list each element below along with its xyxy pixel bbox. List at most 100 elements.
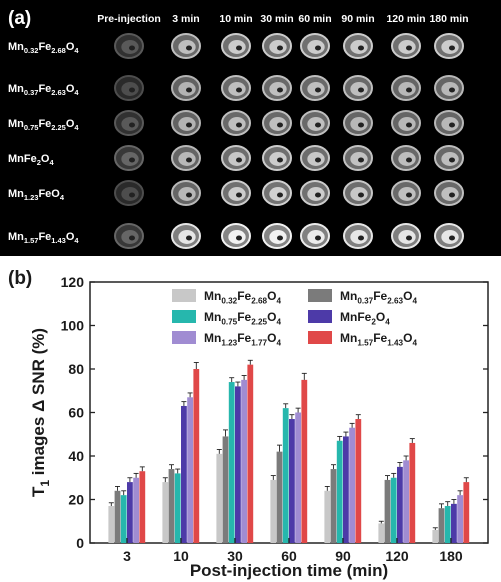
y-tick-label: 40 [68,448,84,464]
y-axis-label: T1 images Δ SNR (%) [29,328,52,497]
bar [438,508,445,543]
mri-scan [262,145,292,171]
y-tick-label: 100 [61,318,85,334]
row-label: Mn1.23FeO4 [8,188,65,202]
bar [330,469,337,543]
mri-scan [114,223,144,249]
mri-scan [171,75,201,101]
column-header: 30 min [260,13,293,25]
bar [397,466,403,543]
bar [270,479,277,543]
y-tick-label: 60 [68,405,84,421]
legend-swatch [172,289,196,302]
bar [181,405,187,543]
mri-scan [300,180,330,206]
mri-scan [391,33,421,59]
mri-scan [300,110,330,136]
bar [457,495,463,543]
legend-label: Mn0.32Fe2.68O4 [204,289,281,305]
legend-swatch [172,331,196,344]
mri-scan [114,110,144,136]
row-label: MnFe2O4 [8,153,54,167]
bar [162,482,169,543]
x-tick-label: 3 [123,548,131,564]
x-tick-label: 180 [439,548,463,564]
bar [174,473,181,543]
legend-label: Mn1.57Fe1.43O4 [340,331,417,347]
mri-scan [221,180,251,206]
bar [282,408,289,543]
bar [355,419,362,543]
mri-image-panel: (a) Pre-injection 3 min 10 min 30 min 60 min 9… [0,0,501,256]
mri-scan [343,33,373,59]
bar [133,477,139,543]
mri-scan [262,110,292,136]
mri-scan [391,145,421,171]
mri-scan [343,110,373,136]
bar [432,529,439,543]
mri-scan [434,145,464,171]
mri-grid: (a) Pre-injection 3 min 10 min 30 min 60 min 9… [8,8,469,249]
bar [295,412,301,543]
legend-swatch [308,331,332,344]
bar [384,479,391,543]
bar [378,523,385,543]
bar [289,419,295,543]
bar-chart-panel: (b) 0 20 40 60 80 100 120 T1 images Δ SNR (%) 3 10… [0,258,501,582]
bar [139,471,146,543]
bar [451,503,457,543]
column-header: 120 min [386,13,425,25]
mri-scan [343,145,373,171]
mri-scan [300,75,330,101]
mri-scan [434,110,464,136]
mri-scan [300,223,330,249]
bar [193,369,200,543]
mri-scan [300,145,330,171]
mri-scan [221,223,251,249]
mri-scan [343,223,373,249]
bar [444,506,451,543]
x-tick-label: 60 [281,548,297,564]
bar [235,386,241,543]
x-axis-label: Post-injection time (min) [190,561,388,580]
row-label: Mn1.57Fe1.43O4 [8,231,79,245]
bar [463,482,470,543]
column-header: Pre-injection [97,13,161,25]
row-label: Mn0.32Fe2.68O4 [8,41,79,55]
column-header: 3 min [172,13,199,25]
mri-scan [434,75,464,101]
mri-scan [171,110,201,136]
mri-scan [114,145,144,171]
column-header: 60 min [298,13,331,25]
mri-scan [171,180,201,206]
legend-label: Mn1.23Fe1.77O4 [204,331,281,347]
bar [114,490,121,543]
mri-scan [221,110,251,136]
legend-label: Mn0.75Fe2.25O4 [204,310,281,326]
mri-scan [221,33,251,59]
bar [168,469,175,543]
mri-scan [171,33,201,59]
bar [187,397,193,543]
mri-scan [343,75,373,101]
mri-scan [434,180,464,206]
bar [390,477,397,543]
column-header: 10 min [219,13,252,25]
mri-scan [114,75,144,101]
y-tick-label: 0 [76,535,84,551]
mri-scan [262,180,292,206]
bar [247,364,254,543]
bar [301,379,308,543]
column-header: 180 min [429,13,468,25]
row-label: Mn0.37Fe2.63O4 [8,83,79,97]
bar [241,379,247,543]
x-tick-label: 90 [335,548,351,564]
panel-a-label: (a) [8,8,31,29]
legend-swatch [308,289,332,302]
mri-scan [391,75,421,101]
mri-scan [221,145,251,171]
mri-scan [221,75,251,101]
x-tick-label: 120 [385,548,409,564]
y-tick-label: 120 [61,274,85,290]
bar [409,442,416,543]
